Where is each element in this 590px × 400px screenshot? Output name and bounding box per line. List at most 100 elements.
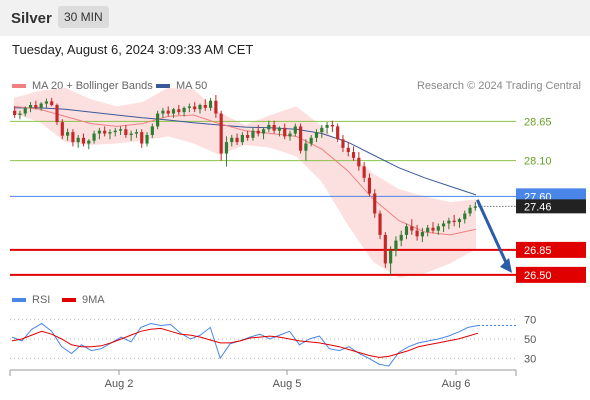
candle-body (447, 220, 451, 224)
candle-body (256, 130, 260, 134)
rsi-line (11, 322, 479, 367)
candle-body (246, 134, 250, 138)
candle-body (389, 250, 393, 264)
candle-body (272, 124, 276, 131)
research-credit: Research © 2024 Trading Central (416, 80, 581, 92)
candle-body (28, 104, 33, 108)
projection-arrow-head (500, 257, 512, 273)
candle-body (367, 177, 372, 194)
candle-body (81, 137, 86, 144)
candle-body (330, 124, 334, 127)
instrument-title: Silver (11, 10, 52, 27)
candle-body (193, 106, 197, 110)
candle-body (129, 133, 133, 135)
candle-body (87, 140, 91, 144)
level-label-28.65: 28.65 (524, 116, 552, 128)
candle-body (235, 137, 239, 143)
candle-body (293, 126, 297, 134)
level-label-26.50: 26.50 (524, 270, 552, 282)
candle-body (55, 104, 59, 123)
candle-body (103, 130, 107, 134)
candle-body (404, 226, 409, 235)
candle-body (299, 126, 303, 151)
legend-rsi: RSI (12, 294, 50, 306)
bollinger-band (14, 87, 476, 278)
candle-body (203, 104, 207, 108)
candle-body (182, 107, 186, 113)
candle-body (351, 152, 356, 158)
candle-body (97, 130, 101, 134)
x-tick-label: Aug 2 (105, 378, 134, 390)
candle-body (134, 132, 139, 134)
candle-body (267, 124, 271, 130)
level-tag-26.85 (516, 241, 586, 258)
candle-body (452, 220, 456, 223)
candle-body (373, 193, 377, 214)
level-label-28.10: 28.10 (524, 156, 552, 168)
candle-body (150, 126, 154, 135)
ma20-swatch (12, 84, 26, 88)
candle-body (166, 110, 170, 114)
candle-body (436, 226, 440, 231)
candle-body (399, 234, 403, 241)
candle-body (304, 143, 308, 151)
level-tag-26.50 (516, 266, 586, 283)
candle-body (362, 166, 366, 178)
candle-body (383, 234, 387, 264)
candle-body (60, 122, 64, 136)
candle-body (219, 113, 223, 154)
candle-body (314, 132, 319, 138)
candle-body (346, 147, 350, 153)
candle-body (230, 137, 234, 143)
candle-body (341, 139, 345, 148)
candle-body (76, 137, 80, 143)
candle-body (283, 127, 287, 137)
candle-body (66, 132, 70, 136)
rsi-ma-swatch (62, 298, 76, 302)
candle-body (161, 110, 165, 114)
candle-body (187, 106, 191, 108)
rsi-ma-label: 9MA (82, 294, 105, 306)
legend-rsi-ma: 9MA (62, 294, 105, 306)
ma20-line (13, 105, 477, 236)
rsi-label: RSI (32, 294, 51, 306)
candle-body (145, 134, 149, 144)
x-tick-label: Aug 5 (273, 378, 302, 390)
ma50-swatch (156, 84, 170, 88)
candle-body (39, 103, 43, 108)
candle-body (325, 124, 329, 128)
candle-body (378, 213, 382, 235)
candle-body (288, 133, 292, 137)
candle-body (261, 129, 266, 134)
candle-body (50, 101, 54, 105)
rsi-tick-30: 30 (524, 353, 536, 365)
candle-body (463, 213, 467, 220)
timeframe-badge[interactable]: 30 MIN (58, 6, 109, 28)
candle-body (394, 240, 398, 251)
candle-body (44, 101, 49, 104)
last-price-tag (516, 199, 586, 214)
rsi-tick-70: 70 (524, 315, 536, 327)
candle-body (108, 132, 112, 134)
header-bar: Silver 30 MIN (0, 0, 590, 36)
candle-body (23, 107, 27, 114)
candle-body (92, 133, 96, 141)
candle-body (336, 126, 340, 140)
candle-body (410, 226, 414, 231)
candle-body (113, 130, 117, 133)
candle-body (415, 230, 419, 237)
candle-body (214, 100, 218, 114)
candle-body (18, 113, 22, 115)
candle-body (309, 137, 313, 144)
rsi-swatch (12, 298, 26, 302)
level-label-26.85: 26.85 (524, 245, 552, 257)
candle-body (177, 109, 181, 113)
last-price-label: 27.46 (524, 201, 552, 213)
candle-body (473, 206, 477, 208)
candle-body (198, 104, 202, 110)
timestamp: Tuesday, August 6, 2024 3:09:33 AM CET (12, 42, 254, 57)
rsi-tick-50: 50 (524, 334, 536, 346)
candle-body (420, 232, 424, 237)
x-tick-label: Aug 6 (442, 378, 471, 390)
